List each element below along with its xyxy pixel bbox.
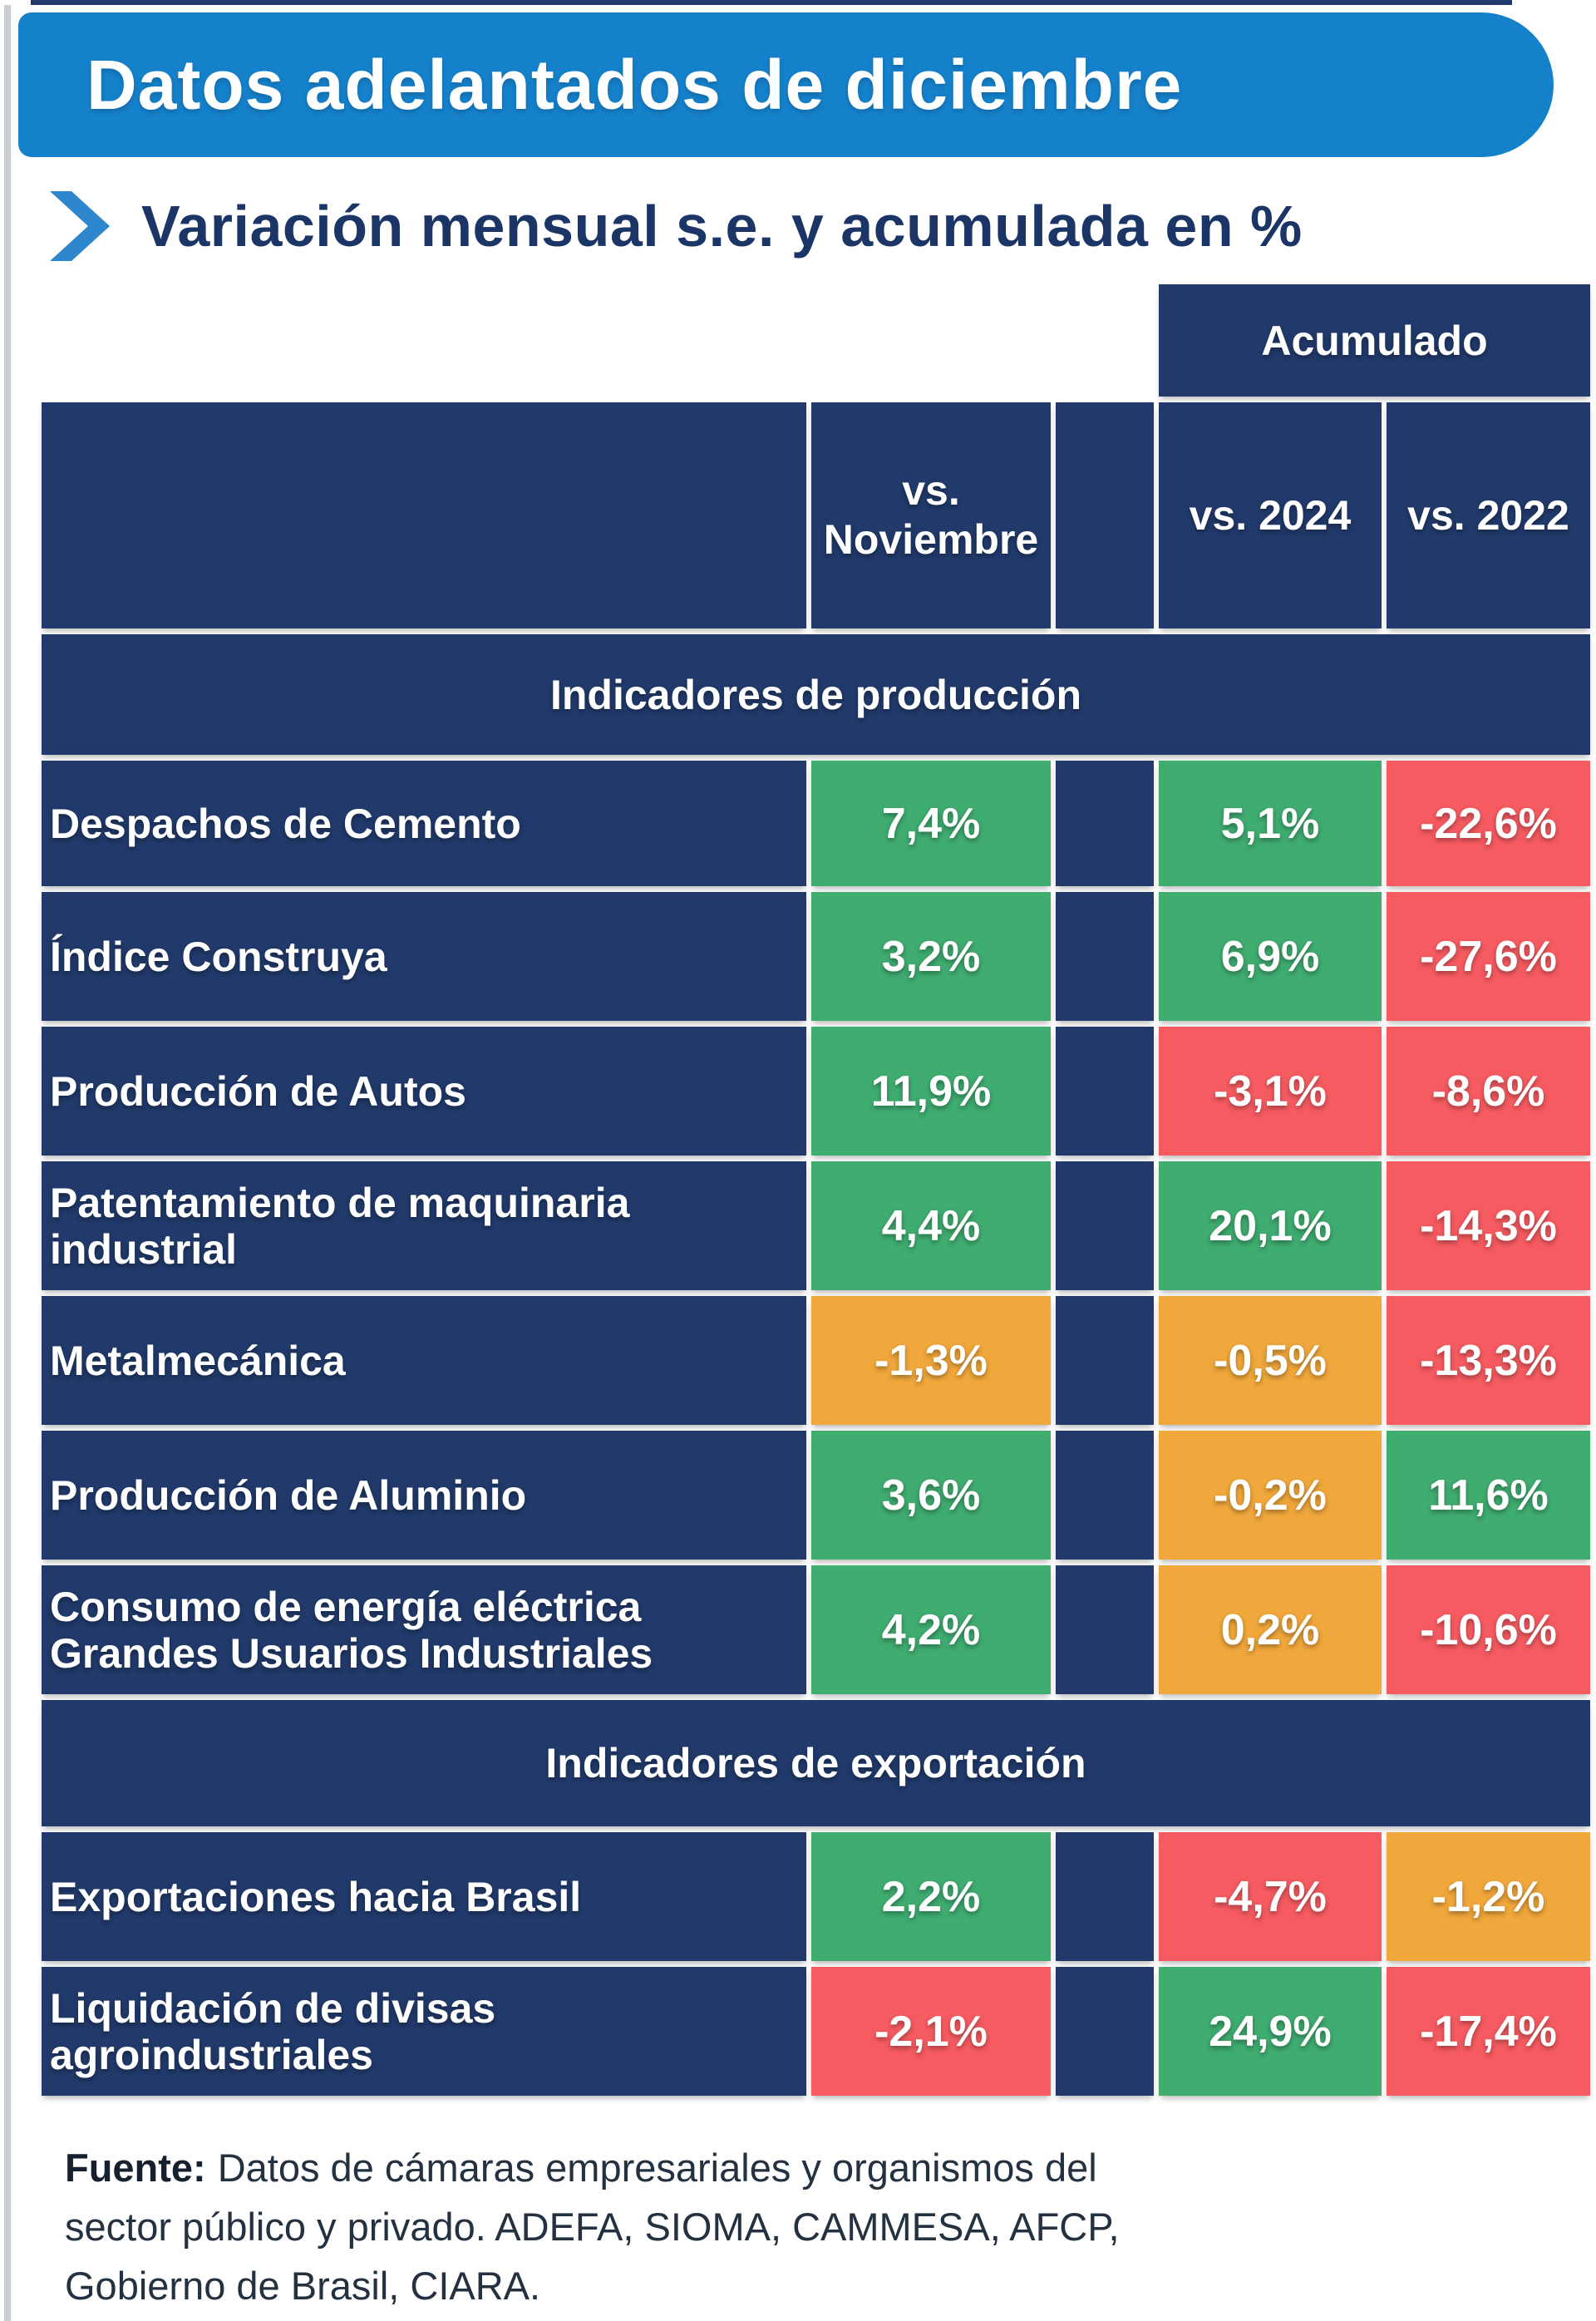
page-subtitle: Variación mensual s.e. y acumulada en %	[141, 194, 1303, 259]
value-vs-2022: -8,6%	[1387, 1027, 1590, 1156]
value-vs-2024: 0,2%	[1159, 1565, 1382, 1694]
page-title: Datos adelantados de diciembre	[86, 45, 1183, 124]
column-header-vs-noviembre: vs. Noviembre	[811, 402, 1051, 628]
source-line: Fuente: Datos de cámaras empresariales y …	[65, 2146, 1097, 2190]
value-vs-2022: -22,6%	[1387, 761, 1590, 886]
value-vs-2022: 11,6%	[1387, 1431, 1590, 1560]
value-vs-2022: -10,6%	[1387, 1565, 1590, 1694]
spacer-cell	[1056, 892, 1154, 1021]
value-vs-noviembre: 2,2%	[811, 1832, 1051, 1961]
value-vs-noviembre: 3,6%	[811, 1431, 1051, 1560]
row-label: Índice Construya	[42, 892, 806, 1021]
spacer-cell	[1056, 1967, 1154, 2096]
value-vs-2024: -0,2%	[1159, 1431, 1382, 1560]
value-vs-2024: 5,1%	[1159, 761, 1382, 886]
top-border-stripe	[31, 0, 1512, 5]
row-label: Patentamiento de maquinaria industrial	[42, 1161, 806, 1290]
acumulado-group-header: Acumulado	[1159, 284, 1590, 397]
column-header-vs-2024: vs. 2024	[1159, 402, 1382, 628]
chevron-right-icon	[50, 191, 110, 261]
value-vs-2022: -1,2%	[1387, 1832, 1590, 1961]
row-label: Producción de Autos	[42, 1027, 806, 1156]
row-label: Exportaciones hacia Brasil	[42, 1832, 806, 1961]
row-label: Consumo de energía eléctrica Grandes Usu…	[42, 1565, 806, 1694]
value-vs-2024: -4,7%	[1159, 1832, 1382, 1961]
source-line: Gobierno de Brasil, CIARA.	[65, 2264, 541, 2308]
section-header-exportacion: Indicadores de exportación	[42, 1700, 1590, 1826]
value-vs-noviembre: 11,9%	[811, 1027, 1051, 1156]
row-label: Liquidación de divisas agroindustriales	[42, 1967, 806, 2096]
value-vs-2024: 20,1%	[1159, 1161, 1382, 1290]
page-left-border	[4, 5, 11, 2321]
value-vs-2022: -27,6%	[1387, 892, 1590, 1021]
spacer-cell	[1056, 761, 1154, 886]
subtitle-row: Variación mensual s.e. y acumulada en %	[50, 188, 1303, 264]
value-vs-noviembre: -2,1%	[811, 1967, 1051, 2096]
value-vs-2022: -14,3%	[1387, 1161, 1590, 1290]
column-header-empty	[42, 402, 806, 628]
spacer-cell	[1056, 1565, 1154, 1694]
column-header-vs-2022: vs. 2022	[1387, 402, 1590, 628]
value-vs-noviembre: 4,4%	[811, 1161, 1051, 1290]
source-label: Fuente:	[65, 2146, 206, 2190]
value-vs-noviembre: 4,2%	[811, 1565, 1051, 1694]
source-note: Fuente: Datos de cámaras empresariales y …	[65, 2138, 1528, 2315]
value-vs-noviembre: -1,3%	[811, 1296, 1051, 1425]
title-banner: Datos adelantados de diciembre	[18, 12, 1554, 157]
row-label: Despachos de Cemento	[42, 761, 806, 886]
spacer-cell	[1056, 1832, 1154, 1961]
value-vs-2024: 24,9%	[1159, 1967, 1382, 2096]
value-vs-noviembre: 3,2%	[811, 892, 1051, 1021]
row-label: Producción de Aluminio	[42, 1431, 806, 1560]
indicators-table: Acumulado vs. Noviembre vs. 2024 vs. 202…	[42, 284, 1590, 2096]
source-line: sector público y privado. ADEFA, SIOMA, …	[65, 2205, 1120, 2249]
value-vs-2024: 6,9%	[1159, 892, 1382, 1021]
value-vs-2024: -0,5%	[1159, 1296, 1382, 1425]
spacer-cell	[1056, 1296, 1154, 1425]
value-vs-2022: -13,3%	[1387, 1296, 1590, 1425]
spacer-cell	[1056, 1431, 1154, 1560]
spacer-cell	[1056, 1161, 1154, 1290]
section-header-produccion: Indicadores de producción	[42, 634, 1590, 755]
column-header-spacer	[1056, 402, 1154, 628]
value-vs-2024: -3,1%	[1159, 1027, 1382, 1156]
value-vs-noviembre: 7,4%	[811, 761, 1051, 886]
row-label: Metalmecánica	[42, 1296, 806, 1425]
spacer-cell	[1056, 1027, 1154, 1156]
value-vs-2022: -17,4%	[1387, 1967, 1590, 2096]
